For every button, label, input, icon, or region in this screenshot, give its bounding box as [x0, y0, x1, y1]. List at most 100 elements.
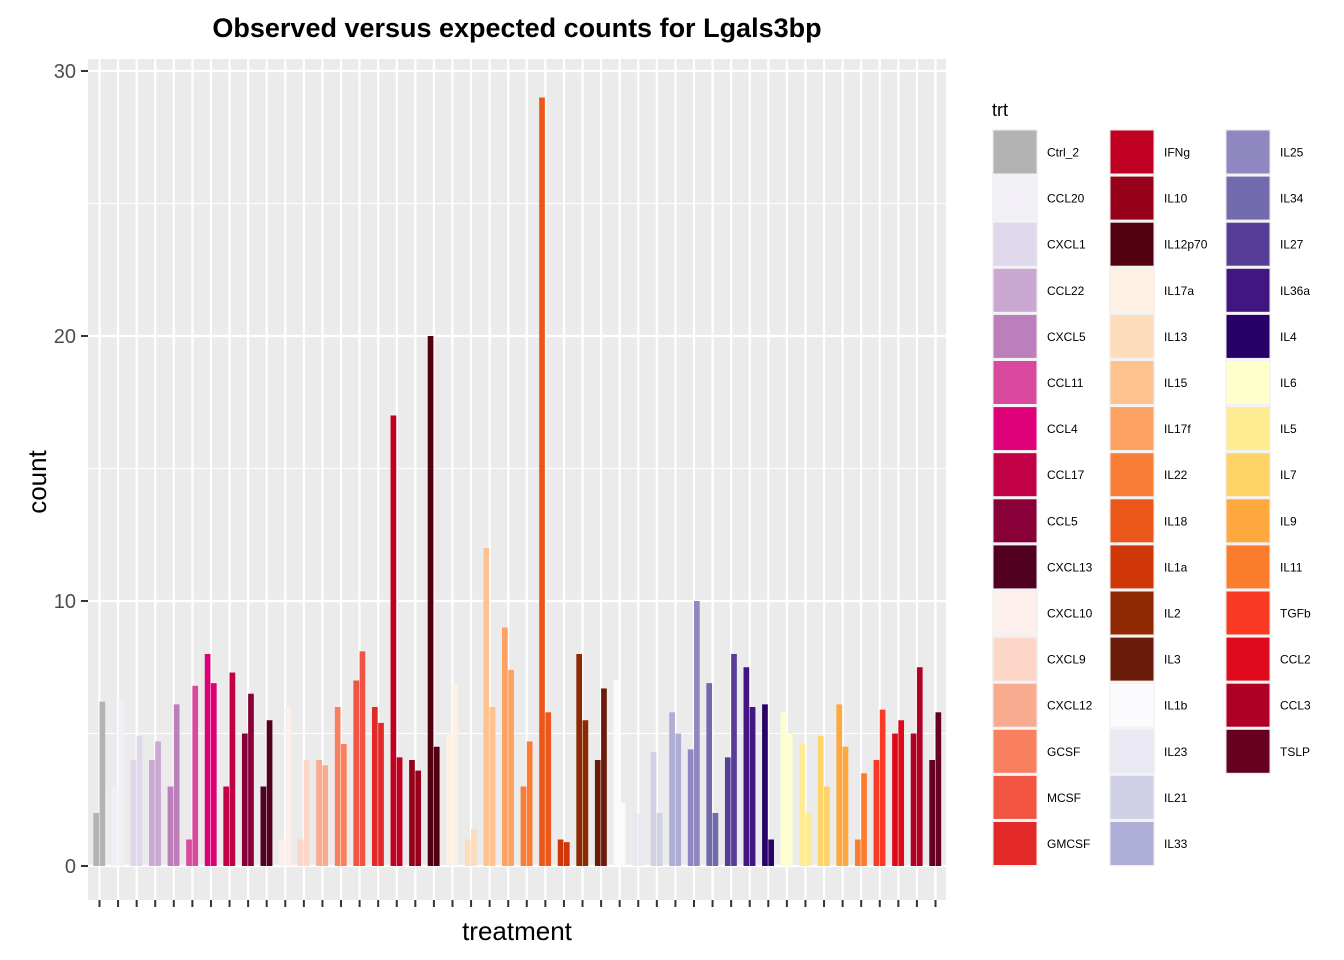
legend-swatch-IL17f — [1110, 407, 1154, 451]
bar-IL13-1 — [464, 839, 471, 866]
legend-label-CCL22: CCL22 — [1047, 284, 1085, 298]
legend-swatch-IL17a — [1110, 268, 1154, 312]
bar-CXCL1-1 — [130, 760, 137, 866]
legend-swatch-CXCL1 — [993, 222, 1037, 266]
bar-TGFb-1 — [873, 760, 880, 866]
legend-swatch-IFNg — [1110, 130, 1154, 174]
bar-IFNg-1 — [390, 415, 397, 866]
legend-swatch-IL36a — [1226, 268, 1270, 312]
legend-swatch-GMCSF — [993, 822, 1037, 865]
legend-swatch-IL13 — [1110, 314, 1154, 358]
legend-label-IL18: IL18 — [1164, 514, 1188, 528]
legend-swatch-CCL22 — [993, 268, 1037, 312]
legend-label-IL10: IL10 — [1164, 192, 1188, 206]
bar-Ctrl_2-2 — [99, 701, 106, 866]
legend-swatch-IL6 — [1226, 361, 1270, 404]
bar-CCL17-2 — [229, 672, 236, 866]
bar-CCL2-2 — [898, 720, 905, 866]
bar-IL7-1 — [817, 736, 824, 866]
legend-swatch-IL7 — [1226, 453, 1270, 497]
legend-label-IL6: IL6 — [1280, 376, 1297, 390]
bar-CCL4-1 — [204, 654, 211, 866]
legend-label-CXCL13: CXCL13 — [1047, 560, 1093, 574]
bar-IL34-1 — [706, 683, 713, 866]
legend-label-IL36a: IL36a — [1280, 284, 1310, 298]
bar-IL2-1 — [576, 654, 583, 866]
bar-IL9-1 — [836, 704, 843, 866]
bar-IL11-1 — [854, 839, 861, 866]
bar-IL27-2 — [731, 654, 737, 866]
bar-IL18-2 — [545, 712, 552, 866]
legend-label-IL9: IL9 — [1280, 514, 1297, 528]
legend-label-IL7: IL7 — [1280, 468, 1297, 482]
bar-GCSF-2 — [341, 744, 347, 866]
legend-label-IL17a: IL17a — [1164, 284, 1194, 298]
bar-IL15-1 — [483, 548, 490, 866]
y-tick-label: 30 — [54, 61, 76, 83]
bar-CXCL10-1 — [279, 839, 285, 866]
bar-IL5-1 — [799, 744, 805, 866]
bar-CCL20-2 — [118, 699, 124, 866]
bar-IL9-2 — [842, 746, 849, 866]
legend-swatch-IL4 — [1226, 314, 1270, 358]
bar-IL27-1 — [724, 757, 731, 866]
legend-label-CCL17: CCL17 — [1047, 468, 1085, 482]
legend-label-IL34: IL34 — [1280, 192, 1304, 206]
bar-Ctrl_2-1 — [93, 813, 99, 866]
legend-label-IL23: IL23 — [1164, 745, 1188, 759]
bar-IL18-1 — [539, 97, 545, 866]
bar-IL25-1 — [687, 749, 694, 866]
bar-IL1a-1 — [557, 839, 564, 866]
bar-IL21-2 — [656, 813, 663, 866]
bars-group — [93, 97, 942, 866]
legend-label-GCSF: GCSF — [1047, 745, 1080, 759]
legend-label-IL22: IL22 — [1164, 468, 1188, 482]
bar-IL23-1 — [632, 813, 638, 866]
bar-IL1b-1 — [613, 680, 620, 866]
bar-TSLP-2 — [935, 712, 942, 866]
legend-swatch-IL2 — [1110, 591, 1154, 635]
plot-panel — [88, 59, 946, 900]
legend-label-IFNg: IFNg — [1164, 146, 1190, 160]
bar-MCSF-1 — [353, 680, 360, 866]
y-axis-label: count — [22, 449, 52, 513]
bar-CXCL1-2 — [136, 736, 143, 866]
bar-CXCL10-2 — [285, 707, 291, 866]
legend-swatch-CCL20 — [993, 176, 1037, 220]
legend-label-CCL5: CCL5 — [1047, 514, 1078, 528]
legend-label-IL2: IL2 — [1164, 607, 1181, 621]
bar-IL4-1 — [762, 704, 768, 866]
legend-swatch-IL27 — [1226, 222, 1270, 266]
bar-CXCL9-2 — [303, 760, 310, 866]
bar-IL36a-1 — [743, 667, 750, 866]
legend-swatch-CCL5 — [993, 499, 1037, 543]
legend-label-IL1a: IL1a — [1164, 560, 1188, 574]
legend-swatch-CCL4 — [993, 407, 1037, 451]
bar-CCL3-2 — [916, 667, 923, 866]
legend-swatch-GCSF — [993, 729, 1037, 773]
legend-label-GMCSF: GMCSF — [1047, 837, 1090, 851]
bar-IL10-2 — [415, 770, 422, 866]
legend-label-CCL4: CCL4 — [1047, 422, 1078, 436]
bar-CCL5-2 — [248, 693, 254, 866]
legend-title: trt — [992, 100, 1008, 120]
bar-GMCSF-1 — [371, 707, 378, 866]
legend-label-IL5: IL5 — [1280, 422, 1297, 436]
axes-group: 0 10 20 30 — [54, 61, 937, 907]
legend-label-IL21: IL21 — [1164, 791, 1188, 805]
bar-CCL11-2 — [192, 685, 199, 866]
legend-label-CCL2: CCL2 — [1280, 653, 1311, 667]
bar-CXCL12-1 — [316, 760, 322, 866]
bar-CCL17-1 — [223, 786, 230, 866]
legend-label-CXCL1: CXCL1 — [1047, 238, 1086, 252]
legend-swatch-TGFb — [1226, 591, 1270, 635]
legend-swatch-IL11 — [1226, 545, 1270, 589]
bar-IL33-2 — [675, 733, 682, 866]
bar-IL17a-2 — [452, 683, 459, 866]
legend-label-IL15: IL15 — [1164, 376, 1188, 390]
bar-CXCL13-2 — [266, 720, 273, 866]
legend-label-CXCL9: CXCL9 — [1047, 653, 1086, 667]
legend-swatch-CCL17 — [993, 453, 1037, 497]
bar-CXCL5-2 — [173, 704, 180, 866]
legend-swatch-TSLP — [1226, 729, 1270, 773]
